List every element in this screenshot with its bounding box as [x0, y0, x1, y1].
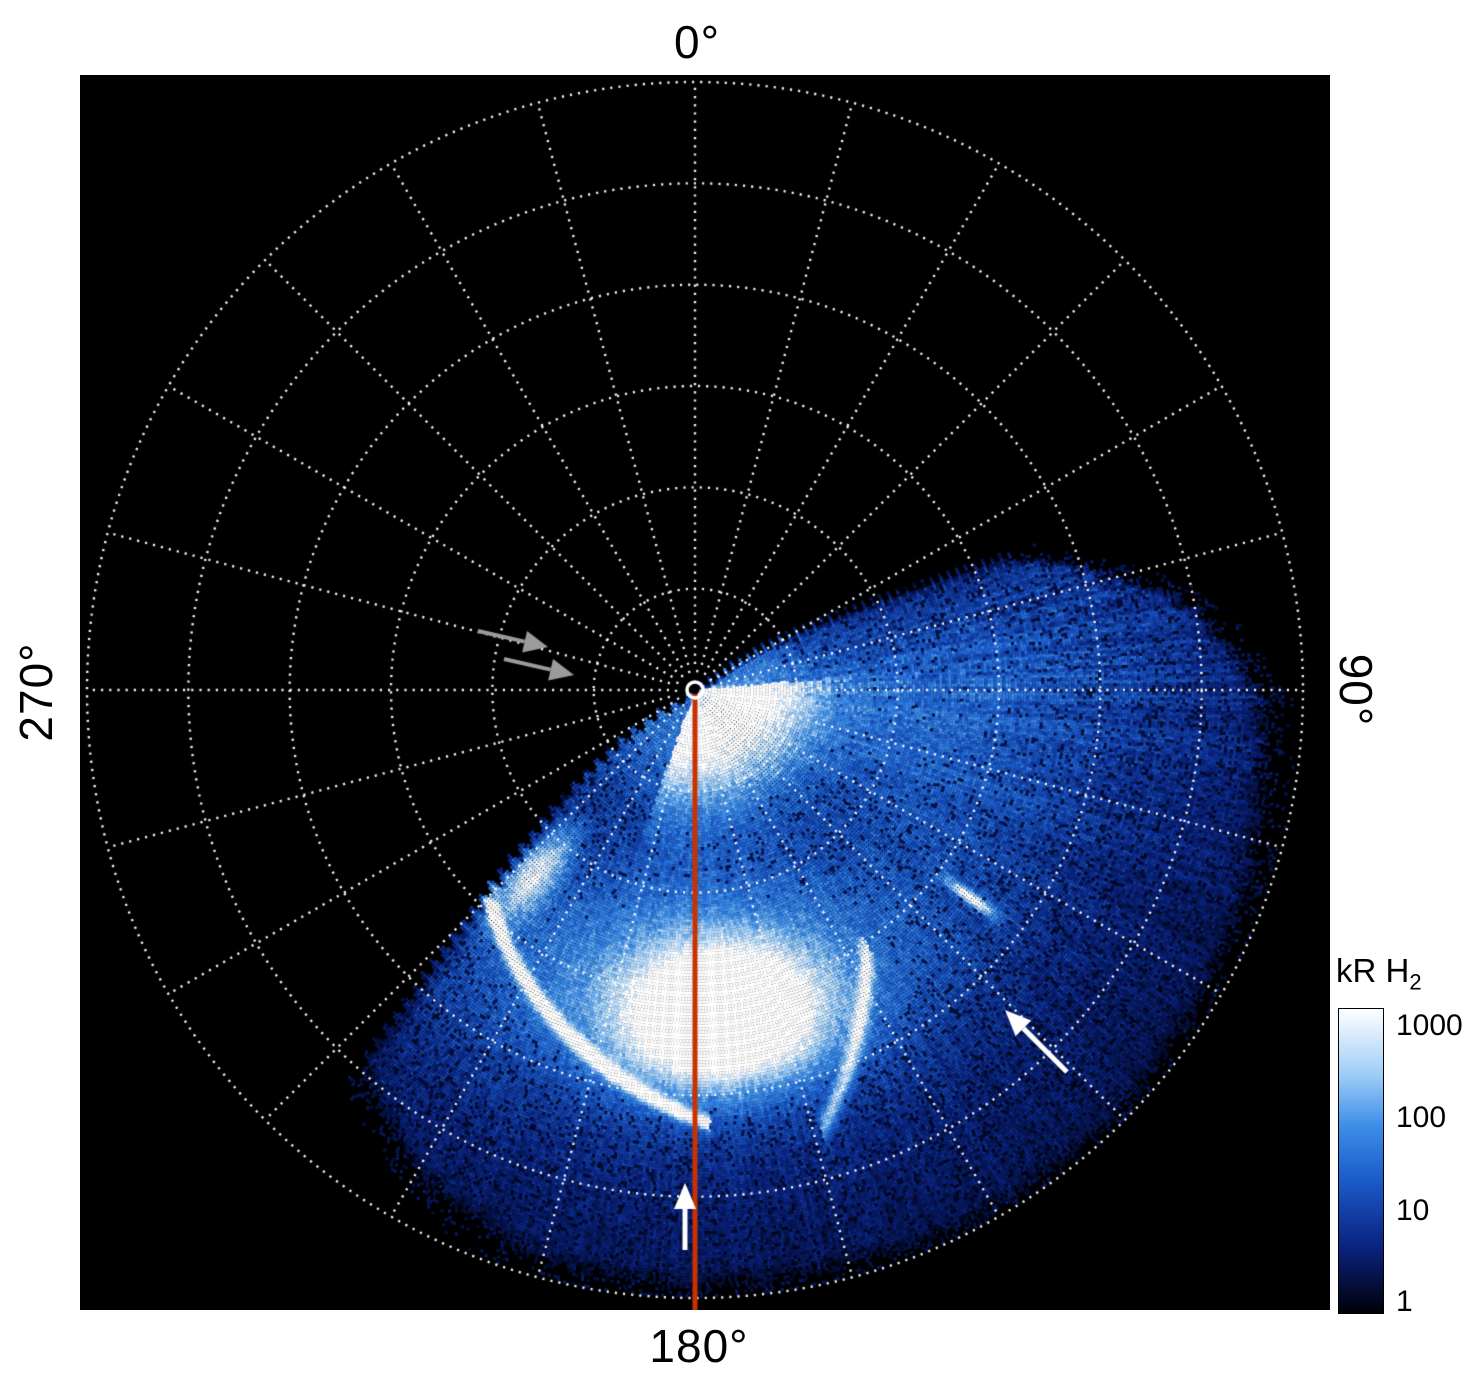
colorbar-tick-label: 10 [1396, 1194, 1430, 1228]
aurora-heatmap-canvas [80, 75, 1330, 1310]
colorbar-tick-label: 1000 [1396, 1008, 1463, 1042]
colorbar: kR H2 1000 100 10 1 [1336, 952, 1481, 1372]
axis-label-180deg: 180° [649, 1320, 749, 1372]
colorbar-tick-label: 1 [1396, 1285, 1413, 1319]
colorbar-tick-label: 100 [1396, 1101, 1447, 1135]
colorbar-title-subscript: 2 [1409, 969, 1422, 995]
colorbar-title-text: kR H [1336, 952, 1410, 989]
polar-plot-area [80, 75, 1330, 1310]
axis-label-0deg: 0° [674, 16, 720, 68]
colorbar-title: kR H2 [1336, 952, 1481, 1000]
axis-label-270deg: 270° [10, 642, 62, 742]
axis-label-90deg: 90° [1330, 653, 1382, 727]
colorbar-gradient [1338, 1008, 1384, 1314]
